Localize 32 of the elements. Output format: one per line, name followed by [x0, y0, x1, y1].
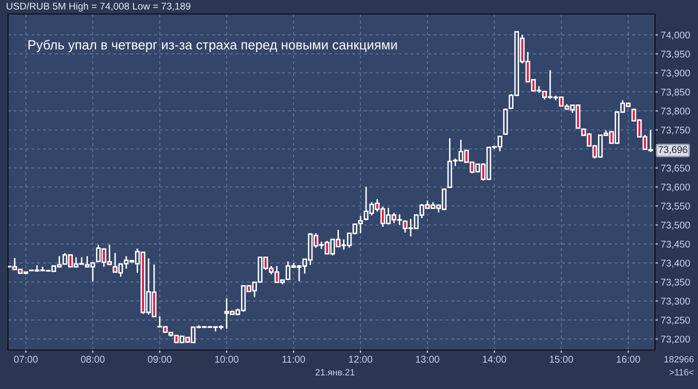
y-tick-label: 73,750 — [661, 126, 690, 135]
x-tick-label: 13:00 — [416, 356, 440, 363]
y-tick-label: 73,650 — [661, 164, 690, 173]
x-tick-label: 10:00 — [215, 356, 238, 363]
x-tick-label: 07:00 — [14, 356, 38, 363]
y-tick-label: 73,500 — [661, 222, 690, 230]
text: 21.янв.21 — [316, 369, 354, 376]
y-tick-label: 73,600 — [661, 184, 690, 192]
y-tick-label: 74,000 — [661, 32, 690, 40]
y-tick-label: 73,900 — [661, 70, 690, 78]
y-tick-label: 73,950 — [661, 50, 690, 59]
chart-title: USD/RUB 5M High = 74,008 Low = 73,189 — [6, 2, 190, 12]
y-tick-label: 73,450 — [661, 240, 690, 249]
text: Рубль упал в четверг из-за страха перед новыми санкциями — [28, 40, 397, 52]
text: >116< — [670, 369, 694, 376]
text: 182966 — [664, 356, 694, 362]
x-tick-label: 09:00 — [148, 356, 172, 363]
x-tick-label: 15:00 — [550, 356, 574, 363]
y-tick-label: 73,400 — [661, 260, 690, 268]
y-tick-label: 73,550 — [661, 202, 690, 211]
x-tick-label: 14:00 — [482, 356, 506, 363]
y-tick-label: 73,200 — [661, 336, 690, 344]
y-tick-label: 73,350 — [661, 278, 690, 287]
y-tick-label: 73,850 — [661, 88, 690, 97]
y-tick-label: 73,250 — [661, 316, 690, 325]
x-tick-label: 08:00 — [80, 356, 105, 363]
x-tick-label: 16:00 — [616, 356, 640, 363]
x-tick-label: 12:00 — [349, 356, 372, 363]
y-tick-label: 73,800 — [661, 108, 690, 116]
y-tick-label: 73,300 — [661, 298, 690, 306]
annotation: 73,696 — [658, 146, 688, 154]
x-tick-label: 11:00 — [282, 356, 305, 363]
